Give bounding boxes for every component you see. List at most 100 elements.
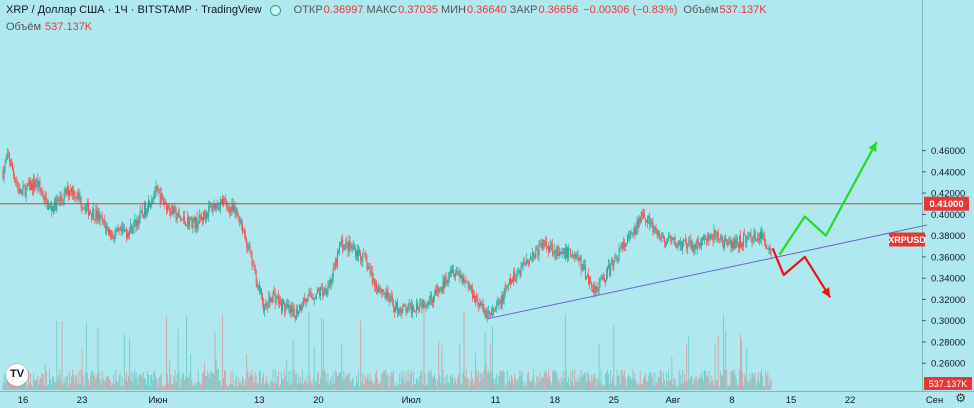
candle-body: [78, 193, 80, 199]
volume-bar: [189, 373, 191, 390]
volume-bar: [253, 382, 255, 390]
volume-bar: [447, 381, 449, 390]
candle-body: [721, 237, 722, 238]
candle-body: [640, 211, 642, 223]
volume-bar: [501, 371, 503, 390]
candle-body: [661, 236, 663, 238]
volume-bar: [129, 339, 131, 390]
volume-bar: [239, 381, 241, 390]
candle-body: [37, 179, 39, 188]
candle-body: [439, 289, 441, 293]
candle-body: [287, 303, 289, 308]
candle-body: [708, 233, 710, 241]
candle-body: [603, 276, 605, 282]
candle-body: [192, 220, 194, 229]
volume-bar: [589, 379, 591, 390]
tradingview-logo-icon[interactable]: TV: [6, 364, 28, 386]
candle-body: [177, 212, 179, 218]
volume-bar: [359, 386, 361, 390]
candle-body: [637, 220, 639, 228]
volume-bar: [100, 383, 102, 390]
volume-bar: [295, 372, 297, 390]
volume-bar: [10, 382, 12, 390]
volume-bar: [303, 383, 305, 390]
volume-bar: [59, 369, 61, 390]
candle-body: [264, 307, 266, 312]
candle-body: [393, 307, 395, 312]
candle-body: [310, 292, 312, 297]
candle-body: [595, 286, 597, 294]
volume-bar: [93, 375, 95, 390]
candle-body: [144, 204, 146, 215]
candle-body: [610, 264, 612, 276]
candle-body: [703, 236, 704, 241]
candle-body: [361, 260, 363, 262]
volume-bar: [197, 369, 199, 390]
volume-bar: [329, 380, 331, 390]
volume-bar: [687, 380, 689, 390]
candle-body: [427, 301, 429, 306]
candle-body: [382, 289, 384, 292]
volume-bar: [134, 369, 136, 390]
volume-bar: [60, 380, 62, 390]
candle-body: [184, 216, 185, 222]
candle-body: [16, 181, 18, 184]
volume-bar: [425, 385, 427, 390]
candle-body: [98, 212, 100, 222]
candle-body: [104, 224, 106, 230]
candle-body: [204, 211, 205, 216]
volume-bar: [176, 374, 178, 390]
candle-body: [128, 233, 129, 237]
volume-bar: [619, 384, 621, 390]
volume-bar: [550, 381, 551, 390]
volume-bar: [360, 320, 362, 390]
volume-bar: [88, 379, 89, 390]
volume-bar: [714, 342, 716, 390]
candle-body: [124, 230, 126, 231]
candle-body: [756, 238, 758, 240]
volume-bar: [198, 382, 200, 390]
volume-bar: [643, 375, 645, 390]
candle-body: [568, 249, 569, 258]
candle-body: [656, 228, 658, 236]
candle-body: [478, 304, 480, 307]
gear-icon[interactable]: ⚙: [955, 391, 966, 405]
candle-body: [221, 199, 223, 204]
volume-bar: [728, 386, 730, 390]
volume-bar: [112, 383, 114, 390]
volume-bar: [290, 370, 292, 390]
volume-bar: [276, 376, 278, 390]
candle-body: [292, 308, 294, 312]
y-tick-label: 0.32000: [931, 295, 965, 306]
candle-body: [370, 271, 372, 274]
volume-bar: [597, 378, 599, 390]
candle-body: [196, 217, 198, 229]
volume-bar: [230, 371, 232, 390]
volume-bar: [523, 386, 525, 390]
volume-bar: [136, 372, 138, 390]
candle-body: [456, 272, 458, 274]
volume-bar: [371, 380, 373, 390]
volume-bar: [661, 383, 663, 390]
candle-body: [263, 303, 265, 312]
volume-bar: [261, 385, 262, 390]
candle-body: [453, 269, 454, 276]
candle-body: [291, 306, 293, 312]
candle-body: [658, 230, 660, 238]
volume-indicator[interactable]: Объём 537.137K: [6, 21, 92, 33]
candle-body: [45, 196, 47, 200]
volume-bar: [250, 375, 252, 390]
candle-body: [418, 309, 420, 311]
volume-bar: [468, 386, 470, 390]
symbol-title[interactable]: XRP / Доллар США · 1Ч · BITSTAMP · Tradi…: [6, 4, 262, 16]
volume-bar: [151, 374, 153, 390]
candle-body: [608, 264, 610, 268]
candle-body: [440, 287, 442, 290]
candle-body: [352, 245, 354, 250]
candle-body: [386, 290, 388, 299]
candle-body: [507, 284, 509, 287]
candle-body: [623, 241, 625, 247]
volume-bar: [61, 321, 63, 390]
candle-body: [343, 249, 345, 251]
